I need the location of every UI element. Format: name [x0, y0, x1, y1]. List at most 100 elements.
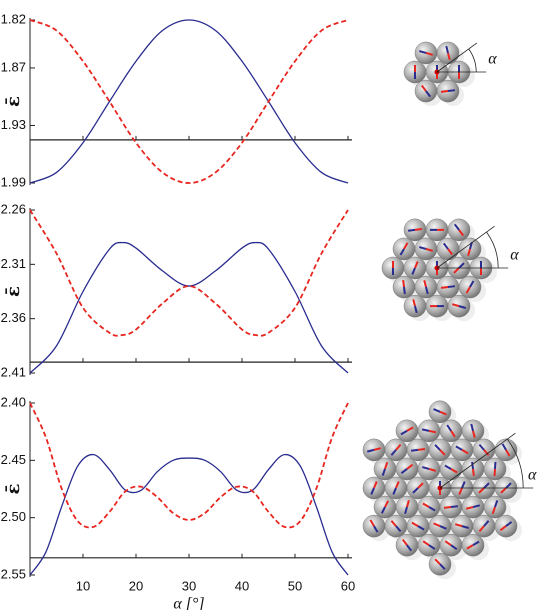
dipole-red — [447, 248, 454, 256]
dipole-red — [500, 487, 507, 494]
dipole-blue — [406, 544, 413, 552]
dipole-blue — [446, 424, 452, 432]
dipole-blue — [370, 487, 375, 495]
dipole-red — [458, 487, 463, 495]
y-axis-label: ε̄ — [3, 96, 24, 107]
dipole-blue — [445, 45, 449, 54]
y-tick-label: −2.50 — [0, 509, 26, 524]
dipole-blue — [469, 280, 475, 288]
dipole-blue — [458, 305, 467, 309]
angle-arc — [506, 438, 524, 489]
dipole-red — [491, 506, 496, 514]
dipole-red — [406, 426, 414, 432]
dipole-blue — [381, 468, 386, 476]
dipole-red — [499, 525, 507, 532]
dipole-blue — [434, 444, 441, 451]
dipole-blue — [425, 286, 429, 295]
dipole-blue — [428, 506, 436, 512]
y-tick-label: −2.26 — [0, 201, 26, 216]
y-axis-label: ε̄ — [3, 286, 24, 297]
dipole-red — [422, 540, 430, 546]
dipole-blue — [483, 520, 490, 527]
angle-line — [436, 225, 495, 269]
dipole-red — [440, 90, 449, 93]
x-tick-label: 10 — [76, 578, 90, 593]
dipole-blue — [399, 248, 405, 256]
dipole-blue — [392, 487, 397, 495]
y-axis-label: ε̄ — [3, 484, 24, 495]
dipole-red — [450, 430, 456, 438]
y-tick-label: −2.55 — [0, 566, 26, 581]
dipole-red — [414, 228, 423, 231]
dipole-blue — [418, 50, 427, 54]
dipole-red — [420, 84, 427, 92]
dipole-red — [373, 447, 382, 451]
dipole-blue — [501, 443, 507, 451]
dipole-red — [439, 449, 446, 456]
dipole-blue — [433, 408, 441, 413]
dipole-blue — [450, 505, 459, 509]
dipole-red — [401, 538, 408, 546]
dipole-red — [428, 429, 437, 434]
y-tick-label: −1.99 — [0, 174, 26, 189]
dipole-blue — [483, 482, 490, 489]
dipole-blue — [453, 223, 460, 231]
dipole-red — [369, 519, 375, 527]
dipole-red — [433, 522, 441, 528]
angle-label: α — [488, 51, 497, 68]
dipole-red — [417, 448, 426, 451]
dipole-blue — [450, 544, 458, 550]
dipole-red — [395, 443, 402, 451]
series-line — [29, 241, 349, 374]
dipole-red — [472, 468, 475, 477]
dipole-red — [439, 410, 447, 416]
dipole-blue — [418, 246, 427, 250]
dipole-blue — [478, 443, 485, 451]
angle-label: α — [510, 247, 519, 264]
dipole-red — [454, 523, 463, 528]
dipole-red — [465, 506, 474, 510]
dipole-red — [425, 51, 434, 56]
y-tick-label: −1.82 — [0, 11, 26, 26]
dipole-blue — [400, 468, 408, 474]
dipole-blue — [404, 506, 408, 515]
dipole-blue — [414, 305, 418, 314]
dipole-red — [406, 500, 410, 508]
dipole-red — [406, 463, 414, 470]
dipole-blue — [421, 466, 430, 470]
y-tick-label: −2.36 — [0, 310, 26, 325]
dipole-red — [447, 52, 451, 60]
dipole-red — [373, 481, 378, 489]
dipole-red — [466, 544, 474, 550]
dipole-red — [505, 449, 511, 457]
angle-label: α — [528, 467, 537, 484]
dipole-red — [422, 502, 430, 508]
dipole-blue — [505, 521, 513, 527]
dipole-blue — [421, 428, 430, 432]
cluster: α — [381, 218, 519, 322]
dipole-red — [412, 299, 416, 307]
dipole-red — [461, 449, 469, 455]
dipole-blue — [439, 563, 446, 570]
x-tick-label: 60 — [341, 578, 355, 593]
series-line — [29, 19, 349, 184]
dipole-blue — [425, 90, 432, 98]
series-line — [29, 19, 349, 184]
dipole-blue — [494, 500, 499, 508]
dipole-red — [465, 286, 471, 294]
dipole-blue — [447, 285, 456, 289]
x-axis-label: α [°] — [173, 596, 204, 610]
cluster: α — [362, 400, 537, 580]
dipole-blue — [380, 506, 386, 514]
y-tick-label: −2.45 — [0, 452, 26, 467]
dipole-blue — [461, 481, 466, 489]
dipole-blue — [472, 540, 480, 547]
dipole-blue — [455, 445, 463, 451]
angle-arc — [468, 48, 477, 73]
dipole-blue — [366, 448, 375, 453]
dipole-blue — [417, 525, 425, 531]
dipole-red — [453, 267, 460, 274]
y-tick-label: −2.40 — [0, 394, 26, 409]
cluster: α — [403, 41, 497, 107]
